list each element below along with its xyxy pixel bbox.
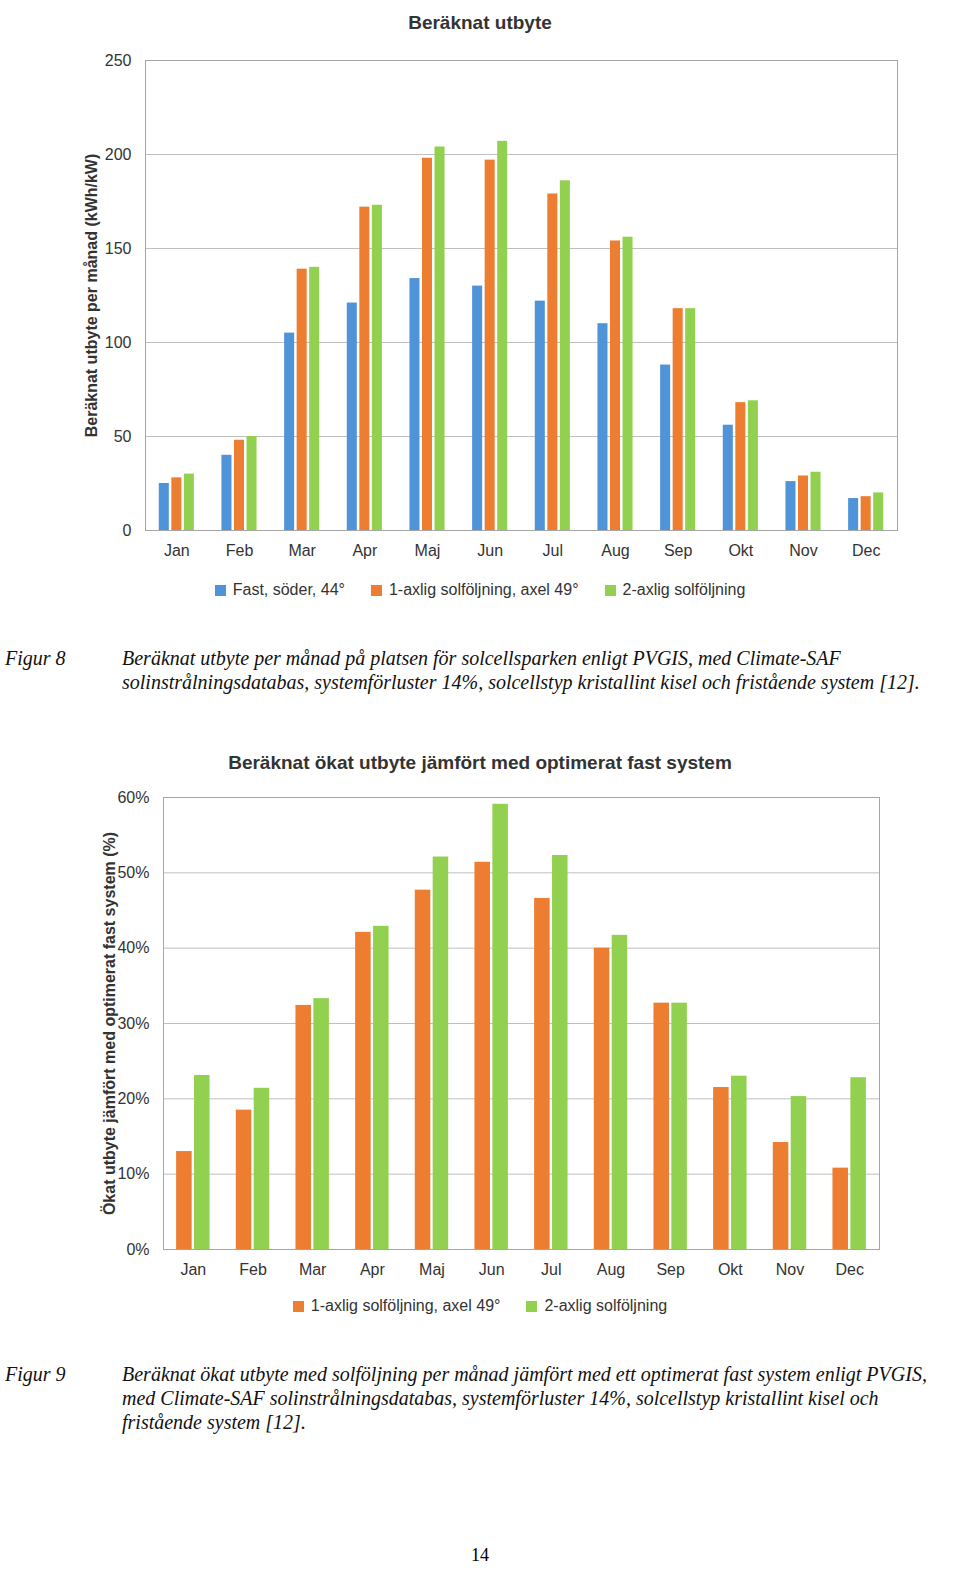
svg-text:50: 50 [114, 428, 132, 445]
svg-text:Jul: Jul [543, 542, 563, 559]
svg-text:Sep: Sep [656, 1261, 685, 1278]
html-text:2-axlig solföljning: 2-axlig solföljning [622, 581, 746, 598]
svg-text:20%: 20% [117, 1090, 149, 1107]
svg-text:0%: 0% [126, 1241, 149, 1258]
svg-text:Mar: Mar [288, 542, 316, 559]
html-text:Beräknat ökat utbyte med solfö: Beräknat ökat utbyte med solföljning per… [122, 1363, 927, 1433]
svg-text:40%: 40% [117, 939, 149, 956]
svg-text:Beräknat utbyte per månad (kWh: Beräknat utbyte per månad (kWh/kW) [83, 154, 100, 438]
svg-text:Feb: Feb [239, 1261, 267, 1278]
html-text:Figur 9: Figur 9 [5, 1363, 66, 1385]
svg-text:Dec: Dec [852, 542, 880, 559]
svg-text:Aug: Aug [601, 542, 629, 559]
svg-text:Aug: Aug [597, 1261, 625, 1278]
svg-text:Dec: Dec [835, 1261, 863, 1278]
svg-text:Ökat utbyte jämfört med optime: Ökat utbyte jämfört med optimerat fast s… [100, 832, 118, 1215]
svg-text:Mar: Mar [299, 1261, 327, 1278]
svg-text:Nov: Nov [789, 542, 817, 559]
svg-text:150: 150 [105, 240, 132, 257]
svg-text:10%: 10% [117, 1165, 149, 1182]
svg-text:Jan: Jan [164, 542, 190, 559]
svg-text:Jan: Jan [180, 1261, 206, 1278]
svg-text:Maj: Maj [415, 542, 441, 559]
svg-text:Nov: Nov [776, 1261, 804, 1278]
svg-text:Maj: Maj [419, 1261, 445, 1278]
svg-text:Sep: Sep [664, 542, 693, 559]
html-text:Beräknat utbyte: Beräknat utbyte [408, 12, 552, 33]
svg-text:50%: 50% [117, 864, 149, 881]
html-text:1-axlig solföljning, axel 49°: 1-axlig solföljning, axel 49° [388, 581, 579, 598]
svg-text:30%: 30% [117, 1015, 149, 1032]
svg-text:Jul: Jul [541, 1261, 561, 1278]
svg-text:60%: 60% [117, 789, 149, 806]
svg-text:Okt: Okt [718, 1261, 743, 1278]
html-text:Beräknat ökat utbyte jämfört m: Beräknat ökat utbyte jämfört med optimer… [228, 752, 732, 773]
svg-text:0: 0 [123, 522, 132, 539]
svg-text:Okt: Okt [728, 542, 753, 559]
svg-text:Feb: Feb [226, 542, 254, 559]
html-text:Fast, söder, 44°: Fast, söder, 44° [232, 581, 345, 598]
svg-text:Jun: Jun [479, 1261, 505, 1278]
html-text:2-axlig solföljning: 2-axlig solföljning [544, 1297, 668, 1314]
html-text:Beräknat utbyte per månad på p: Beräknat utbyte per månad på platsen för… [122, 647, 920, 693]
svg-text:200: 200 [105, 146, 132, 163]
svg-text:Apr: Apr [360, 1261, 386, 1278]
svg-text:250: 250 [105, 52, 132, 69]
svg-text:Jun: Jun [477, 542, 503, 559]
html-text:Figur 8: Figur 8 [5, 647, 66, 669]
html-text:1-axlig solföljning, axel 49°: 1-axlig solföljning, axel 49° [310, 1297, 501, 1314]
svg-text:Apr: Apr [352, 542, 378, 559]
html-text:14: 14 [471, 1545, 489, 1565]
svg-text:100: 100 [105, 334, 132, 351]
